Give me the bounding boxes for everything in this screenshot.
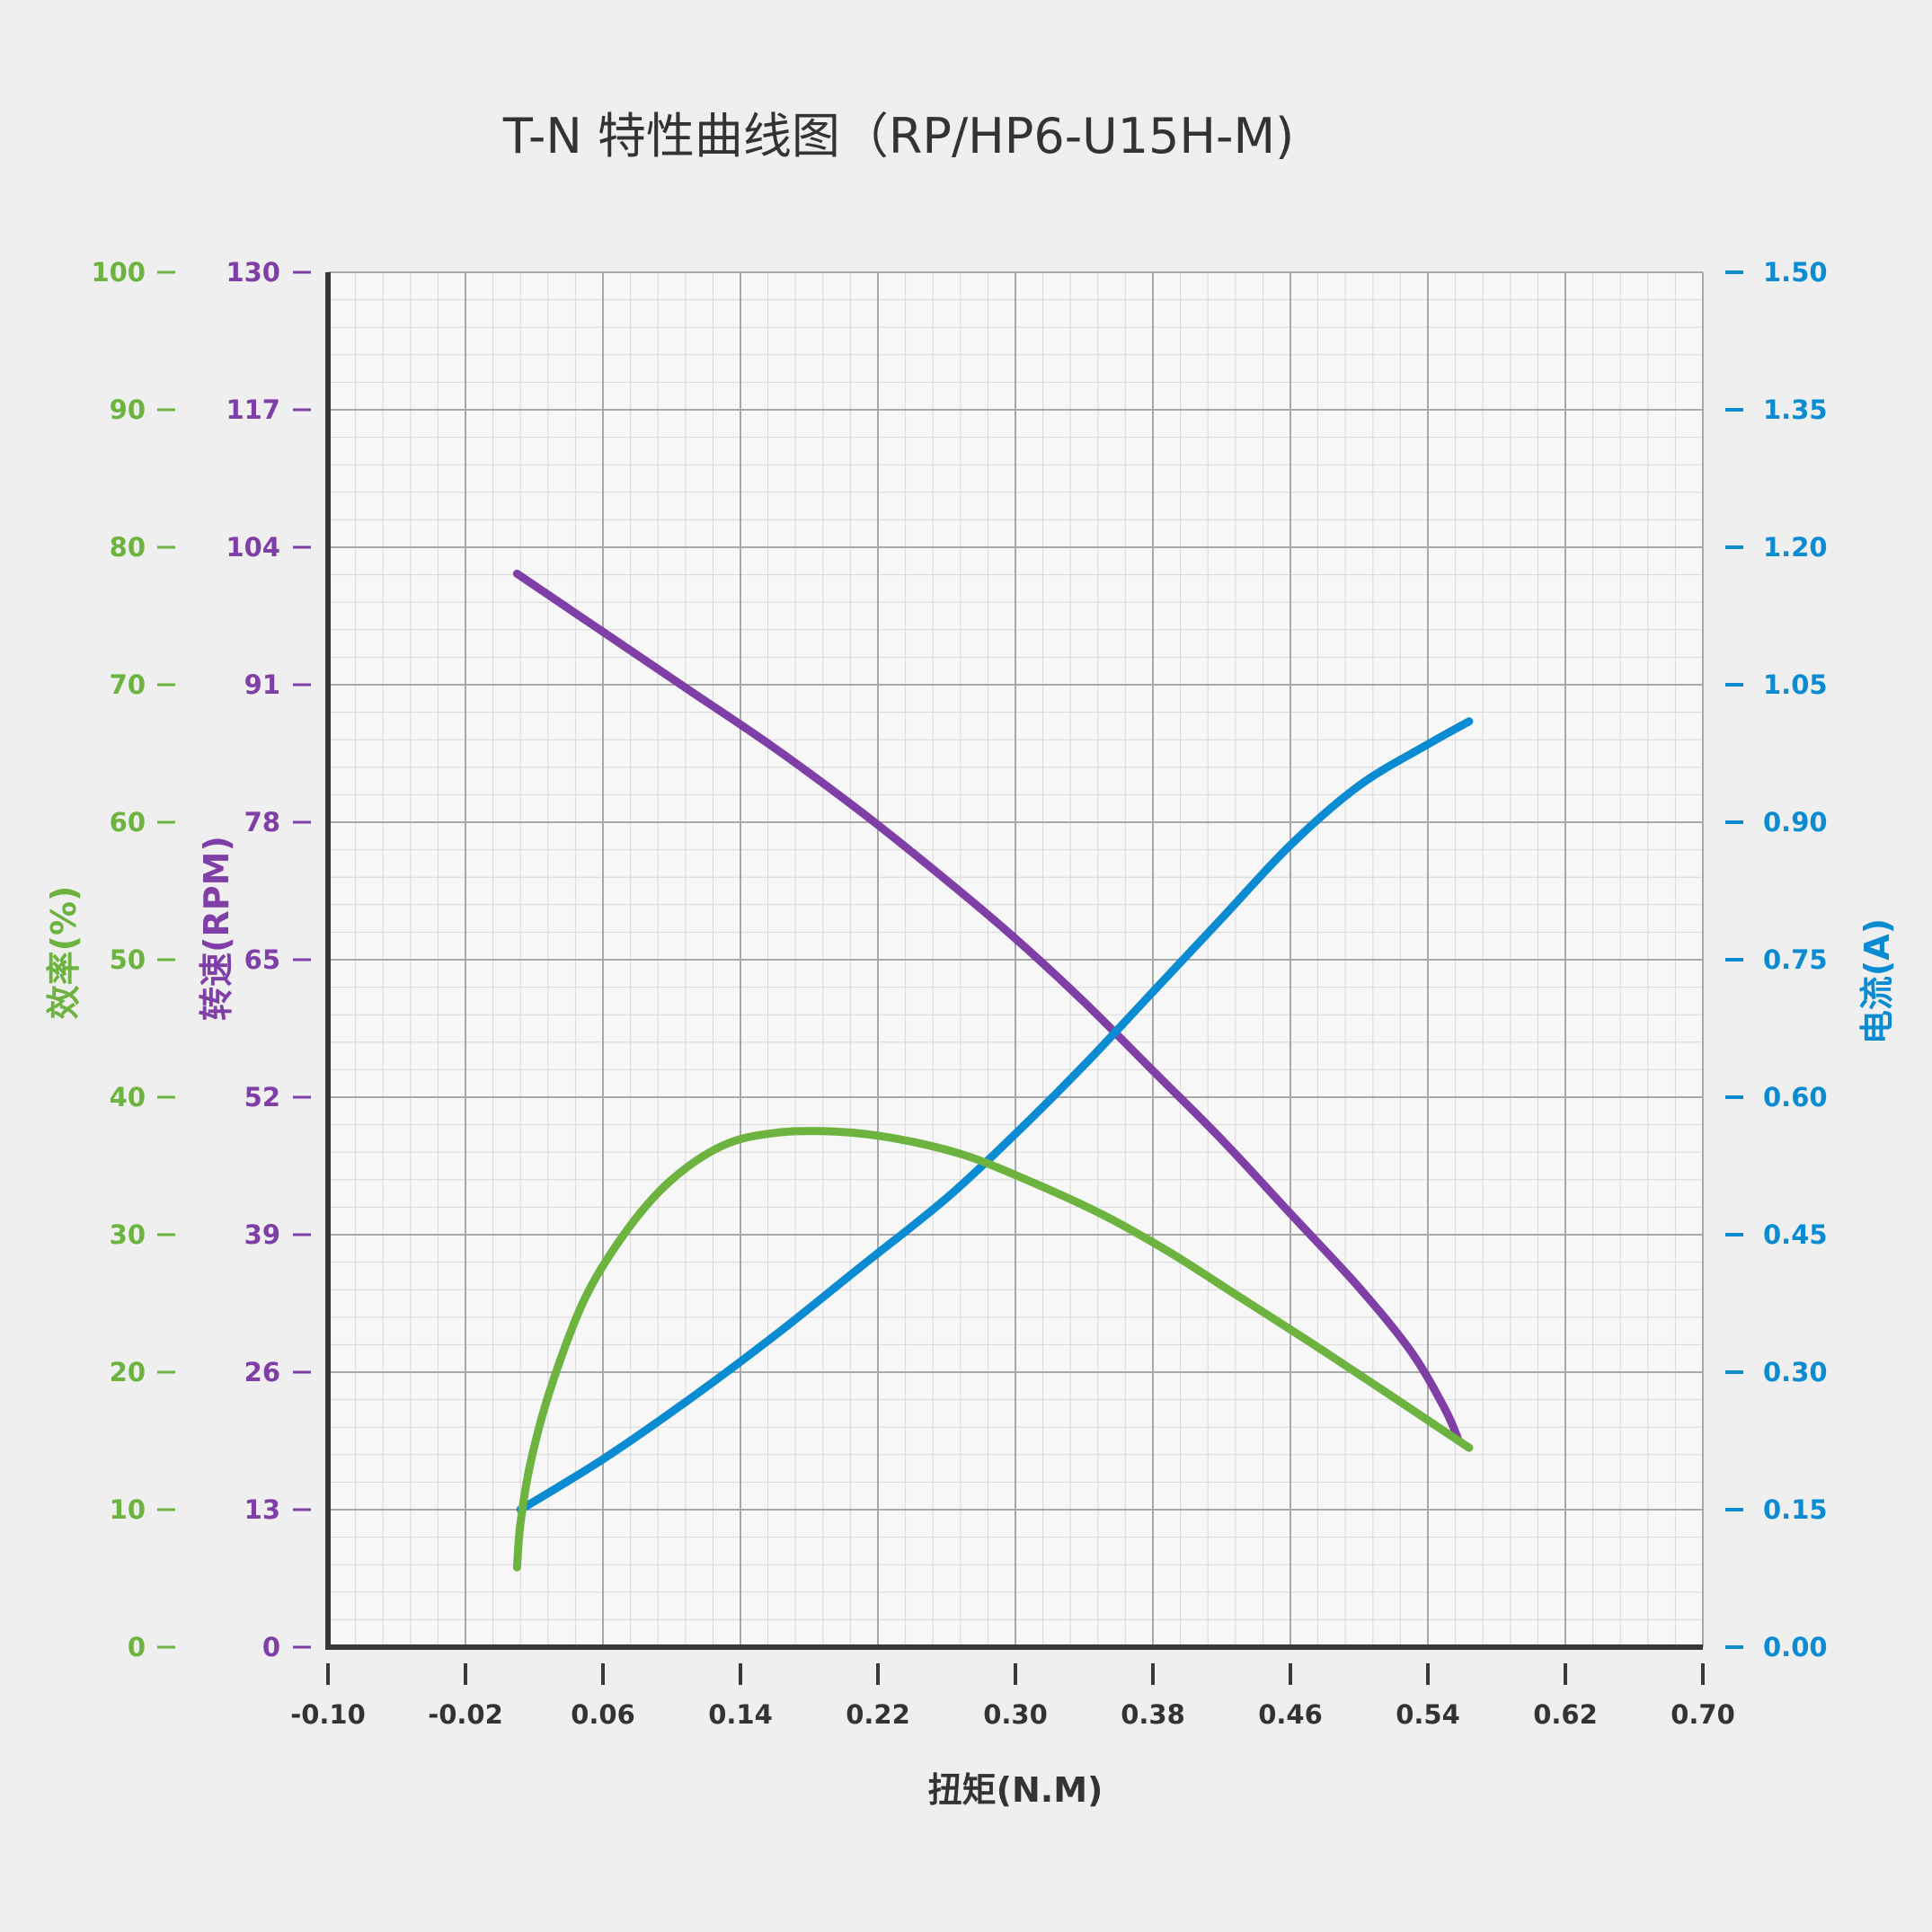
speed-tick-label: 39 (244, 1219, 280, 1250)
current-axis-label: 电流(A) (1857, 918, 1897, 1044)
efficiency-tick-label: 30 (110, 1219, 146, 1250)
y-axis-ticks: 0 10 20 30 40 50 60 70 80 90 100 0 13 26 39 52 65 78 91 104… (91, 257, 1827, 1662)
speed-tick-label: 78 (244, 807, 280, 837)
efficiency-tick-label: 20 (110, 1357, 146, 1387)
efficiency-tick-label: 40 (110, 1082, 146, 1112)
speed-axis-label: 转速(RPM) (197, 836, 236, 1021)
current-tick-label: 0.60 (1763, 1082, 1828, 1112)
efficiency-tick-label: 60 (110, 807, 146, 837)
x-tick-label: -0.10 (290, 1699, 366, 1730)
efficiency-tick-label: 100 (91, 257, 146, 288)
efficiency-tick-label: 0 (128, 1632, 146, 1662)
current-curve (516, 717, 1474, 1514)
x-tick-label: 0.22 (846, 1699, 910, 1730)
speed-tick-label: 130 (226, 257, 280, 288)
speed-tick-label: 0 (262, 1632, 280, 1662)
speed-tick-label: 91 (244, 669, 280, 700)
axes (325, 272, 1703, 1650)
x-tick-label: 0.06 (571, 1699, 635, 1730)
efficiency-tick-label: 50 (110, 944, 146, 975)
current-tick-label: 0.00 (1763, 1632, 1828, 1662)
x-axis-ticks: -0.10 -0.02 0.06 0.14 0.22 0.30 0.38 0.46 0.54 0.… (290, 1663, 1735, 1730)
chart-title: T-N 特性曲线图（RP/HP6-U15H-M) (502, 108, 1294, 164)
grid (327, 271, 1704, 1648)
efficiency-tick-label: 10 (110, 1494, 146, 1525)
speed-tick-label: 52 (244, 1082, 280, 1112)
current-tick-label: 0.15 (1763, 1494, 1828, 1525)
current-tick-label: 0.30 (1763, 1357, 1828, 1387)
x-axis-label: 扭矩(N.M) (928, 1770, 1103, 1810)
current-tick-label: 1.20 (1763, 532, 1828, 563)
x-tick-label: 0.62 (1533, 1699, 1598, 1730)
x-tick-label: 0.54 (1396, 1699, 1460, 1730)
speed-tick-label: 117 (226, 394, 280, 425)
current-tick-label: 1.50 (1763, 257, 1828, 288)
x-tick-label: 0.46 (1258, 1699, 1323, 1730)
speed-tick-label: 13 (244, 1494, 280, 1525)
current-tick-label: 0.90 (1763, 807, 1828, 837)
x-tick-label: 0.38 (1121, 1699, 1185, 1730)
current-tick-label: 1.35 (1763, 394, 1828, 425)
efficiency-axis-label: 效率(%) (44, 886, 84, 1020)
efficiency-curve (512, 1127, 1474, 1572)
x-tick-label: 0.14 (708, 1699, 773, 1730)
efficiency-tick-label: 90 (110, 394, 146, 425)
series-lines (512, 569, 1474, 1572)
efficiency-tick-label: 70 (110, 669, 146, 700)
efficiency-tick-label: 80 (110, 532, 146, 563)
x-tick-label: 0.30 (983, 1699, 1048, 1730)
speed-tick-label: 65 (244, 944, 280, 975)
speed-tick-label: 26 (244, 1357, 280, 1387)
x-tick-label: 0.70 (1671, 1699, 1735, 1730)
current-tick-label: 1.05 (1763, 669, 1828, 700)
current-tick-label: 0.45 (1763, 1219, 1828, 1250)
current-tick-label: 0.75 (1763, 944, 1828, 975)
x-tick-label: -0.02 (428, 1699, 503, 1730)
speed-curve (512, 569, 1463, 1445)
speed-tick-label: 104 (226, 532, 280, 563)
